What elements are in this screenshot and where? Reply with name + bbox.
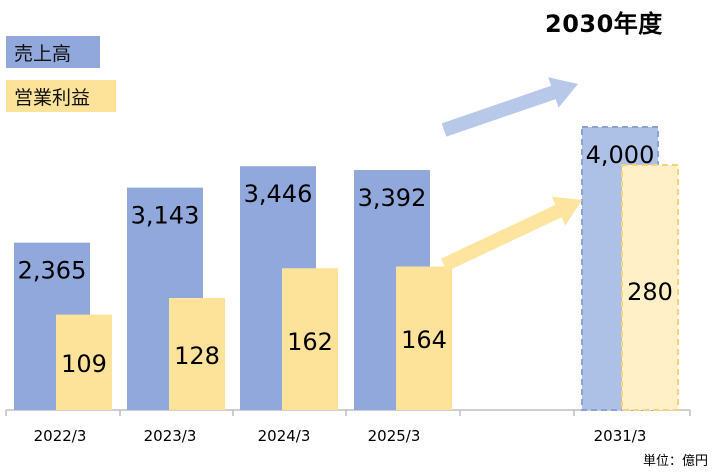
legend-profit: 営業利益 [6, 80, 116, 112]
profit-bar [169, 298, 225, 410]
legend-sales: 売上高 [6, 36, 100, 68]
sales-value-label: 3,446 [244, 180, 313, 208]
sales-growth-arrow [441, 77, 578, 137]
category-label: 2031/3 [594, 427, 647, 445]
category-label: 2025/3 [368, 427, 421, 445]
legend-profit-label: 営業利益 [14, 86, 91, 109]
sales-value-label: 3,143 [131, 202, 200, 230]
category-label: 2022/3 [34, 427, 87, 445]
sales-value-label: 4,000 [586, 141, 655, 169]
profit-value-label: 164 [401, 326, 447, 354]
profit-growth-arrow [441, 196, 582, 272]
profit-target-bar [621, 164, 679, 411]
legend-sales-label: 売上高 [14, 42, 72, 65]
category-label: 2023/3 [144, 427, 197, 445]
category-label: 2024/3 [258, 427, 311, 445]
unit-label: 単位：億円 [642, 454, 708, 469]
profit-value-label: 128 [174, 342, 220, 370]
sales-value-label: 2,365 [18, 257, 87, 285]
profit-value-label: 109 [61, 350, 107, 378]
profit-value-label: 162 [287, 328, 333, 356]
profit-bar [396, 266, 452, 410]
sales-value-label: 3,392 [358, 184, 427, 212]
target-year-title: 2030年度 [545, 10, 663, 38]
profit-bar [282, 268, 338, 410]
profit-bar [56, 314, 112, 410]
profit-value-label: 280 [627, 278, 673, 306]
